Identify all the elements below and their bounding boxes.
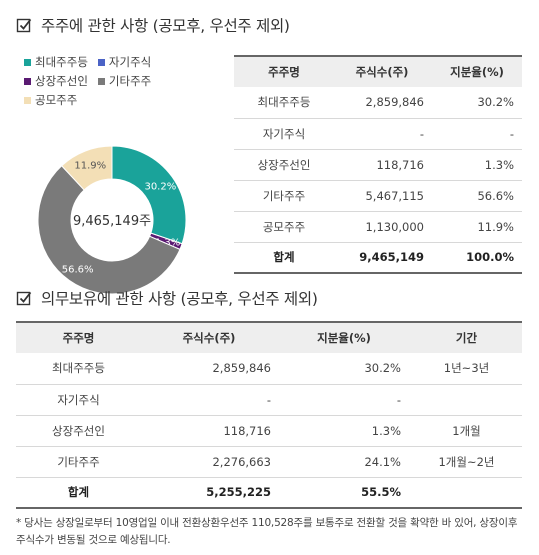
- cell-ratio: 100.0%: [434, 241, 522, 274]
- legend-item-major: 최대주주등: [24, 54, 88, 70]
- legend-swatch: [24, 77, 31, 85]
- cell-shares: 5,467,115: [334, 180, 434, 212]
- cell-name: 자기주식: [16, 384, 141, 416]
- header-ratio: 지분율(%): [434, 55, 522, 87]
- cell-shares: 2,276,663: [141, 446, 281, 478]
- section-title-shareholders: 주주에 관한 사항 (공모후, 우선주 제외): [16, 14, 290, 36]
- donut-slice-3: [37, 165, 181, 295]
- legend-item-ipo: 공모주주: [24, 92, 77, 108]
- donut-slice-label: 1.3%: [155, 237, 180, 248]
- table-header-row: 주주명 주식수(주) 지분율(%): [234, 55, 522, 87]
- cell-ratio: 56.6%: [434, 180, 522, 212]
- cell-name: 기타주주: [234, 180, 334, 212]
- cell-ratio: -: [434, 118, 522, 150]
- cell-shares: 118,716: [334, 149, 434, 181]
- cell-period: 1개월~2년: [411, 446, 522, 478]
- cell-shares: -: [334, 118, 434, 150]
- shareholder-table: 주주명 주식수(주) 지분율(%) 최대주주등 2,859,846 30.2% …: [234, 55, 522, 274]
- legend-item-listed: 상장주선인: [24, 73, 88, 89]
- cell-shares: 5,255,225: [141, 476, 281, 509]
- legend-item-treasury: 자기주식: [97, 54, 152, 70]
- checkbox-checked-icon: [16, 291, 32, 306]
- cell-shares: 2,859,846: [141, 353, 281, 385]
- table-total-row: 합계 9,465,149 100.0%: [234, 241, 522, 274]
- donut-slice-label: 11.9%: [74, 161, 106, 172]
- cell-name: 기타주주: [16, 446, 141, 478]
- legend-label: 기타주주: [108, 74, 152, 88]
- cell-shares: 118,716: [141, 415, 281, 447]
- legend-label: 자기주식: [108, 55, 152, 69]
- header-period: 기간: [411, 321, 522, 353]
- cell-name: 상장주선인: [16, 415, 141, 447]
- cell-name: 최대주주등: [16, 353, 141, 385]
- section-title-text: 주주에 관한 사항 (공모후, 우선주 제외): [41, 17, 290, 35]
- cell-period: 1개월: [411, 415, 522, 447]
- footnote: * 당사는 상장일로부터 10영업일 이내 전환상환우선주 110,528주를 …: [16, 517, 518, 546]
- donut-slice-label: 30.2%: [144, 181, 176, 192]
- shareholder-donut-chart: 30.2% 1.3% 56.6% 11.9% 9,465,149주: [37, 145, 187, 295]
- table-row: 최대주주등 2,859,846 30.2% 1년~3년: [16, 353, 522, 385]
- header-shares: 주식수(주): [334, 55, 434, 87]
- cell-name: 자기주식: [234, 118, 334, 150]
- legend-swatch: [97, 77, 105, 85]
- section-title-text: 의무보유에 관한 사항 (공모후, 우선주 제외): [41, 290, 318, 308]
- table-row: 기타주주 2,276,663 24.1% 1개월~2년: [16, 446, 522, 478]
- cell-ratio: 24.1%: [281, 446, 411, 478]
- cell-ratio: 1.3%: [434, 149, 522, 181]
- donut-slice-label: 56.6%: [62, 265, 94, 276]
- cell-period: 1년~3년: [411, 353, 522, 385]
- legend-swatch: [24, 58, 31, 66]
- lockup-table: 주주명 주식수(주) 지분율(%) 기간 최대주주등 2,859,846 30.…: [16, 321, 522, 509]
- cell-ratio: 55.5%: [281, 476, 411, 509]
- table-header-row: 주주명 주식수(주) 지분율(%) 기간: [16, 321, 522, 353]
- cell-ratio: 11.9%: [434, 211, 522, 243]
- table-row: 최대주주등 2,859,846 30.2%: [234, 87, 522, 119]
- cell-ratio: 30.2%: [281, 353, 411, 385]
- donut-center-total: 9,465,149주: [73, 214, 151, 229]
- table-row: 자기주식 - -: [16, 384, 522, 416]
- donut-slice-0: [111, 145, 187, 245]
- cell-name: 최대주주등: [234, 87, 334, 119]
- header-shares: 주식수(주): [141, 321, 281, 353]
- cell-name: 상장주선인: [234, 149, 334, 181]
- cell-shares: -: [141, 384, 281, 416]
- header-name: 주주명: [234, 55, 334, 87]
- table-row: 상장주선인 118,716 1.3% 1개월: [16, 415, 522, 447]
- cell-shares: 2,859,846: [334, 87, 434, 119]
- donut-slice-4: [60, 145, 113, 191]
- legend-label: 공모주주: [35, 93, 78, 107]
- legend-item-other: 기타주주: [97, 73, 152, 89]
- table-row: 상장주선인 118,716 1.3%: [234, 149, 522, 181]
- header-name: 주주명: [16, 321, 141, 353]
- cell-period: [411, 384, 522, 416]
- cell-shares: 9,465,149: [334, 241, 434, 274]
- table-row: 자기주식 - -: [234, 118, 522, 150]
- cell-period: [411, 476, 522, 509]
- table-row: 공모주주 1,130,000 11.9%: [234, 211, 522, 243]
- cell-name: 합계: [16, 476, 141, 509]
- header-ratio: 지분율(%): [281, 321, 411, 353]
- chart-legend: 최대주주등 자기주식 상장주선인 기타주주 공모주주: [24, 54, 151, 111]
- cell-ratio: -: [281, 384, 411, 416]
- section-title-lockup: 의무보유에 관한 사항 (공모후, 우선주 제외): [16, 287, 318, 309]
- table-row: 기타주주 5,467,115 56.6%: [234, 180, 522, 212]
- cell-shares: 1,130,000: [334, 211, 434, 243]
- cell-name: 합계: [234, 241, 334, 274]
- checkbox-checked-icon: [16, 18, 32, 33]
- cell-ratio: 30.2%: [434, 87, 522, 119]
- legend-swatch: [97, 58, 105, 66]
- cell-ratio: 1.3%: [281, 415, 411, 447]
- legend-label: 최대주주등: [35, 55, 88, 69]
- cell-name: 공모주주: [234, 211, 334, 243]
- table-total-row: 합계 5,255,225 55.5%: [16, 476, 522, 509]
- legend-swatch: [24, 96, 31, 104]
- legend-label: 상장주선인: [35, 74, 88, 88]
